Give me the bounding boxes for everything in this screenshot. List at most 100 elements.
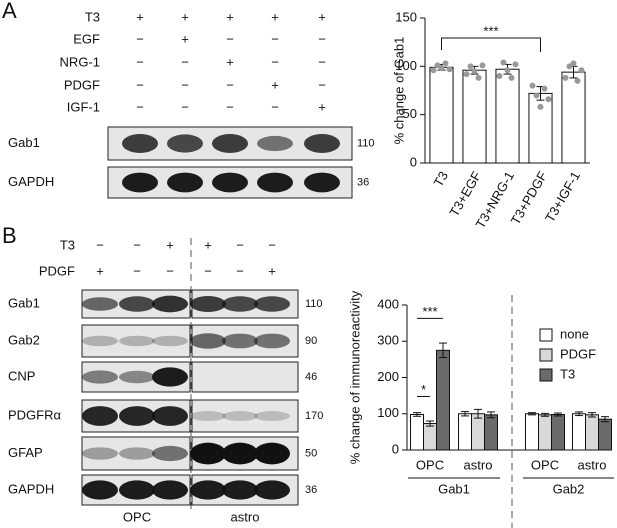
- blot-band: [122, 172, 158, 193]
- blot-band: [222, 411, 258, 421]
- blot-band: [222, 442, 258, 465]
- bar: [484, 414, 498, 451]
- significance-bracket: [441, 37, 541, 52]
- treatment-sign: −: [96, 237, 104, 252]
- mw-label: 170: [305, 410, 323, 422]
- data-point: [537, 103, 544, 110]
- blot-band: [190, 295, 226, 313]
- blot-band: [254, 333, 290, 349]
- treatment-sign: −: [166, 263, 174, 278]
- blot-band: [82, 406, 118, 426]
- mw-label: 36: [305, 484, 317, 496]
- data-point: [442, 60, 449, 67]
- data-point: [471, 68, 478, 75]
- blot-band: [304, 172, 340, 193]
- treatment-sign: −: [181, 54, 189, 69]
- data-point: [446, 66, 453, 73]
- bar: [423, 423, 437, 451]
- group-label: Gab2: [553, 481, 585, 496]
- legend-swatch: [539, 348, 553, 362]
- data-point: [475, 74, 482, 81]
- y-tick-label: 100: [395, 58, 417, 73]
- y-tick-label: 300: [377, 333, 399, 348]
- group-label: OPC: [123, 509, 151, 524]
- blot-band: [119, 406, 155, 426]
- y-tick-label: 100: [377, 405, 399, 420]
- treatment-sign: −: [136, 54, 144, 69]
- x-tick-label: astro: [464, 457, 493, 472]
- blot-label: GFAP: [8, 445, 43, 460]
- treatment-label: PDGF: [39, 263, 75, 278]
- bar: [538, 414, 552, 451]
- data-point: [545, 96, 552, 103]
- treatment-sign: −: [136, 99, 144, 114]
- data-point: [438, 65, 445, 72]
- blot-label: CNP: [8, 368, 35, 383]
- bar: [525, 413, 539, 451]
- legend-swatch: [539, 328, 553, 342]
- blot-band: [122, 134, 158, 153]
- blot-band: [190, 333, 226, 349]
- blot-band: [190, 442, 226, 465]
- treatment-sign: −: [271, 99, 279, 114]
- data-point: [562, 74, 569, 81]
- blot-band: [82, 297, 118, 311]
- blot-frame: [81, 324, 191, 358]
- bar: [572, 413, 586, 451]
- mw-label: 110: [357, 137, 375, 149]
- legend-label: none: [560, 326, 589, 341]
- treatment-label: EGF: [73, 31, 100, 46]
- treatment-label: T3: [60, 237, 75, 252]
- blot-label: GAPDH: [8, 481, 54, 496]
- blot-band: [82, 370, 118, 384]
- treatment-label: NRG-1: [60, 54, 100, 69]
- data-point: [512, 61, 519, 68]
- treatment-sign: +: [226, 9, 234, 24]
- blot-band: [82, 447, 118, 460]
- blot-band: [152, 406, 188, 426]
- blot-band: [119, 335, 155, 347]
- blot-band: [212, 172, 248, 193]
- x-tick-label: OPC: [531, 457, 559, 472]
- blot-band: [257, 135, 293, 152]
- blot-band: [119, 370, 155, 384]
- treatment-sign: −: [226, 99, 234, 114]
- bar: [528, 92, 553, 164]
- blot-band: [152, 367, 188, 387]
- treatment-sign: +: [181, 31, 189, 46]
- data-point: [430, 67, 437, 74]
- treatment-sign: +: [318, 9, 326, 24]
- treatment-sign: +: [181, 9, 189, 24]
- treatment-label: T3: [85, 9, 100, 24]
- panel-label: B: [2, 223, 17, 248]
- y-tick-label: 150: [395, 9, 417, 24]
- blot-label: Gab1: [8, 295, 40, 310]
- blot-band: [257, 172, 293, 193]
- blot-band: [254, 411, 290, 421]
- treatment-sign: −: [236, 237, 244, 252]
- blot-band: [304, 134, 340, 153]
- treatment-sign: +: [226, 54, 234, 69]
- treatment-sign: −: [271, 54, 279, 69]
- data-point: [533, 92, 540, 99]
- data-point: [570, 60, 577, 67]
- bar: [598, 418, 612, 451]
- treatment-sign: −: [318, 54, 326, 69]
- blot-band: [119, 480, 155, 500]
- data-point: [496, 73, 503, 79]
- blot-band: [222, 296, 258, 312]
- blot-band: [254, 480, 290, 500]
- bar: [561, 71, 586, 164]
- bar: [495, 68, 520, 164]
- treatment-sign: −: [133, 237, 141, 252]
- treatment-sign: −: [318, 31, 326, 46]
- data-point: [467, 63, 474, 70]
- data-point: [578, 67, 585, 74]
- blot-band: [212, 134, 248, 153]
- x-tick-label: T3: [430, 169, 451, 190]
- treatment-sign: +: [96, 263, 104, 278]
- legend-label: T3: [560, 366, 575, 381]
- treatment-sign: +: [271, 77, 279, 92]
- treatment-sign: −: [226, 31, 234, 46]
